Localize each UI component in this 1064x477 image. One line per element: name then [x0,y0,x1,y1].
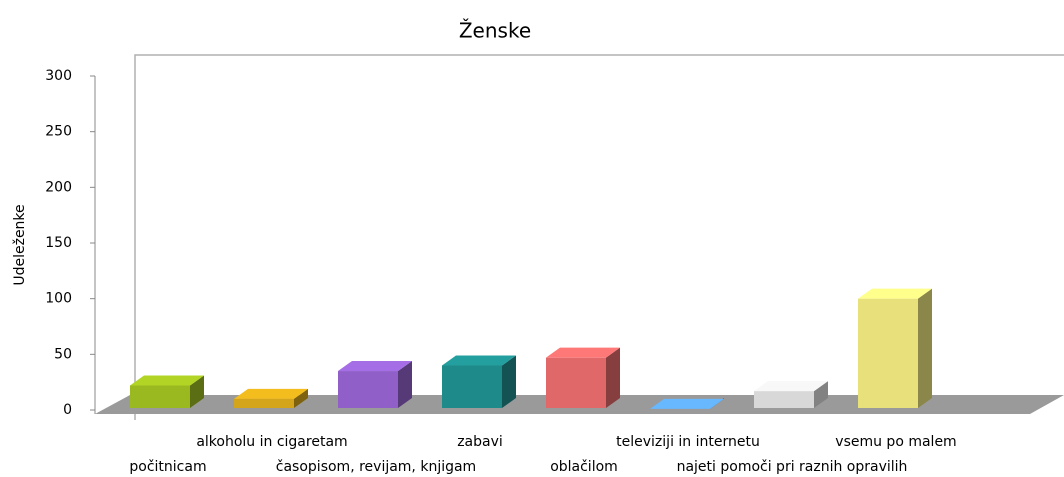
x-tick-label: najeti pomoči pri raznih opravilih [677,459,908,475]
bar-top [650,398,724,409]
bar [754,381,828,408]
y-tick-label: 150 [45,235,72,251]
bar-top [442,355,516,366]
bar [858,288,932,408]
x-tick-label: zabavi [457,434,503,450]
bar-front [546,357,606,408]
bar-top [130,375,204,386]
bar-side [502,355,516,408]
bar [338,361,412,408]
x-tick-label: televiziji in internetu [616,434,760,450]
x-tick-label: oblačilom [550,459,618,475]
bar-front [338,371,398,408]
bar [234,388,308,408]
bar-front [130,385,190,408]
x-tick-label: alkoholu in cigaretam [196,434,347,450]
bar-side [918,288,932,408]
bar-front [754,391,814,408]
y-tick-label: 200 [45,179,72,195]
bar [650,398,724,409]
bar-top [338,361,412,372]
bar-top [858,288,932,299]
bar-front [234,398,294,408]
bar-side [190,375,204,408]
y-tick-label: 300 [45,68,72,84]
y-axis-label: Udeleženke [12,204,28,285]
bar-top [234,388,308,399]
bar [130,375,204,408]
back-wall [134,54,1064,420]
y-tick-label: 0 [63,402,72,418]
y-tick-label: 50 [54,346,72,362]
y-tick-label: 100 [45,291,72,307]
chart-title: Ženske [459,19,531,43]
x-tick-label: časopisom, revijam, knjigam [276,459,476,475]
y-tick-label: 250 [45,124,72,140]
x-tick-label: vsemu po malem [835,434,956,450]
bar-front [858,298,918,408]
bar-top [546,347,620,358]
bar-side [398,361,412,408]
bar-side [606,347,620,408]
bar-top [754,381,828,392]
x-tick-label: počitnicam [129,459,206,475]
bar-side [814,381,828,408]
bar [442,355,516,408]
bar-front [442,365,502,408]
bar-side [294,388,308,408]
bar [546,347,620,408]
